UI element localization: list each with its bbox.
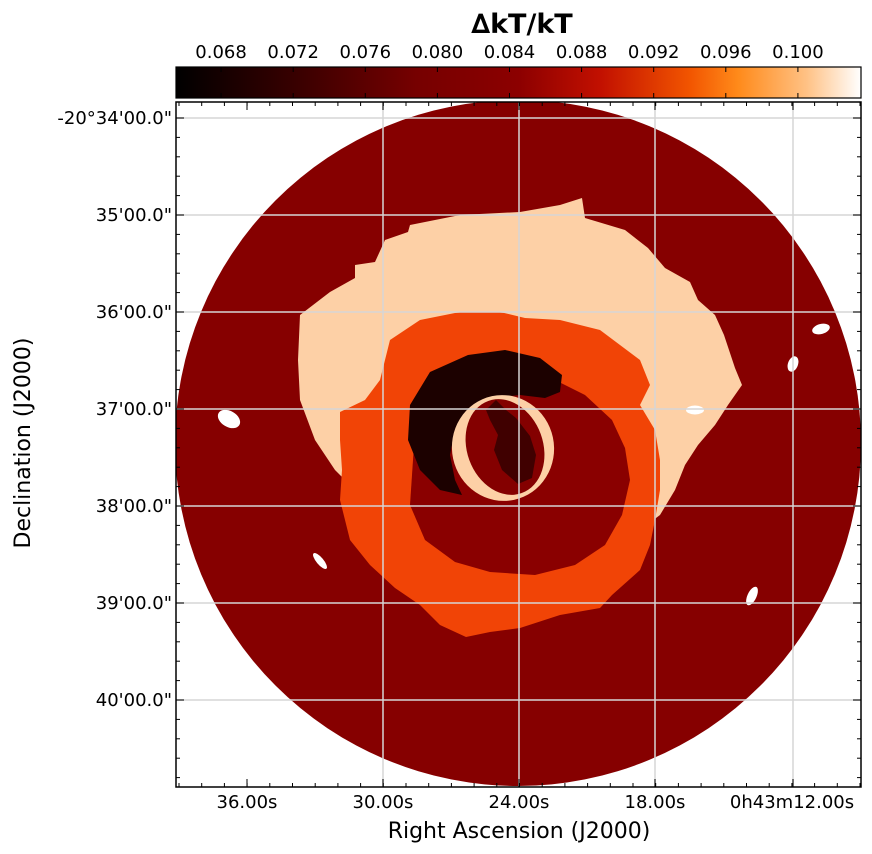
x-tick-label: 36.00s [217,792,278,813]
region-nucleus [486,400,536,484]
masked-source [217,409,241,429]
colorbar-ticks [220,67,799,98]
colorbar-tick-label: 0.076 [340,42,392,63]
x-tick-labels: 36.00s 30.00s 24.00s 18.00s 0h43m12.00s [217,792,855,813]
x-tick-label: 24.00s [489,792,550,813]
colorbar-tick-label: 0.068 [195,42,247,63]
x-tick-label: 18.00s [625,792,686,813]
y-tick-label: -20°34'00.0" [57,108,172,129]
colorbar-tick-label: 0.100 [772,42,824,63]
colorbar-tick-labels: 0.068 0.072 0.076 0.080 0.084 0.088 0.092 0.096… [195,42,823,63]
colorbar-tick-label: 0.088 [556,42,608,63]
colorbar-tick-label: 0.072 [267,42,319,63]
colorbar-label: ∆kT/kT [471,9,573,40]
masked-source [746,586,758,606]
y-tick-label: 38'00.0" [96,496,172,517]
colorbar-tick-label: 0.092 [628,42,680,63]
x-tick-label: 30.00s [353,792,414,813]
y-tick-label: 39'00.0" [96,593,172,614]
masked-source [313,553,327,569]
grid-lines [176,102,861,787]
axis-ticks [176,102,861,787]
y-tick-label: 36'00.0" [96,302,172,323]
colorbar-tick-label: 0.080 [412,42,464,63]
masked-source [812,323,830,335]
y-tick-labels: -20°34'00.0" 35'00.0" 36'00.0" 37'00.0" 38'0… [57,108,172,711]
colorbar-tick-label: 0.096 [700,42,752,63]
colorbar-tick-label: 0.084 [484,42,536,63]
y-tick-label: 35'00.0" [96,205,172,226]
region-dark-crescent [408,350,562,495]
colorbar [175,66,862,99]
y-axis-label: Declination (J2000) [11,338,36,549]
y-tick-label: 40'00.0" [96,690,172,711]
x-axis-label: Right Ascension (J2000) [388,819,651,844]
x-tick-label: 0h43m12.00s [730,792,854,813]
y-tick-label: 37'00.0" [96,399,172,420]
